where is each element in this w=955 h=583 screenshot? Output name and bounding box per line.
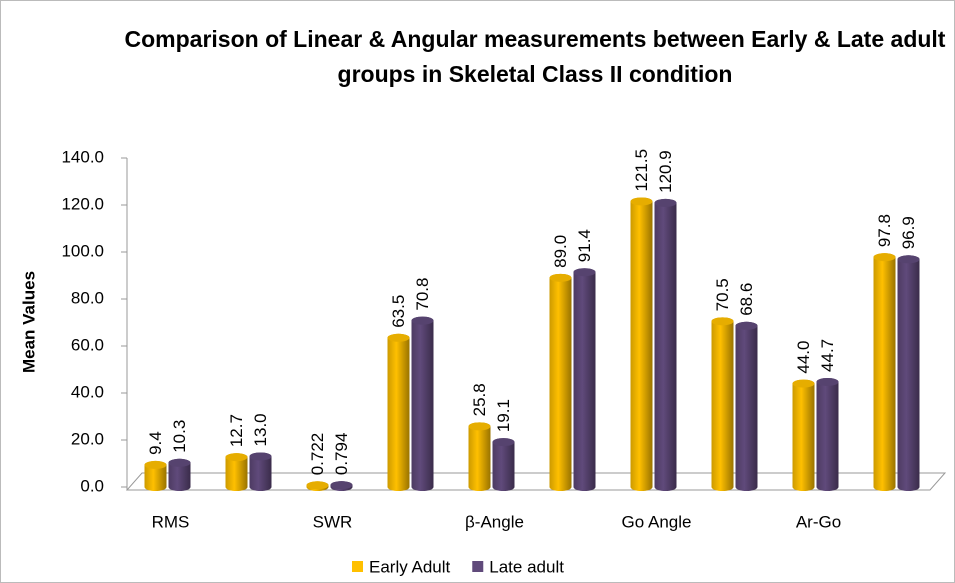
bar xyxy=(549,273,572,491)
value-label: 70.5 xyxy=(713,278,732,311)
value-label: 25.8 xyxy=(470,383,489,416)
bar-top xyxy=(306,481,329,490)
bar xyxy=(411,316,434,491)
bar xyxy=(468,422,491,491)
bar-top xyxy=(411,316,434,325)
bar-top xyxy=(168,458,191,467)
x-tick-label: RMS xyxy=(152,512,190,531)
bar-top xyxy=(816,377,839,386)
bar-top xyxy=(573,268,596,277)
bar xyxy=(249,452,272,491)
value-label: 120.9 xyxy=(656,150,675,193)
bar-top xyxy=(873,253,896,262)
value-label: 13.0 xyxy=(251,413,270,446)
value-label: 9.4 xyxy=(146,431,165,455)
value-label: 68.6 xyxy=(737,283,756,316)
y-tick-label: 40.0 xyxy=(71,382,104,401)
value-label: 96.9 xyxy=(899,216,918,249)
bar-top xyxy=(225,453,248,462)
bar-top xyxy=(735,321,758,330)
legend-swatch xyxy=(352,561,363,572)
x-tick-label: Go Angle xyxy=(622,512,692,531)
value-label: 70.8 xyxy=(413,278,432,311)
bar-top xyxy=(492,438,515,447)
y-axis-label: Mean Values xyxy=(19,271,38,373)
bar xyxy=(492,438,515,491)
bar xyxy=(630,197,653,491)
y-tick-label: 80.0 xyxy=(71,288,104,307)
bar xyxy=(387,333,410,491)
bar-top xyxy=(630,197,653,206)
bar xyxy=(225,453,248,491)
bar xyxy=(144,460,167,491)
value-label: 63.5 xyxy=(389,295,408,328)
value-label: 91.4 xyxy=(575,229,594,262)
legend-swatch xyxy=(472,561,484,572)
y-tick-label: 0.0 xyxy=(80,476,104,495)
value-label: 97.8 xyxy=(875,214,894,247)
legend-label: Early Adult xyxy=(369,557,451,576)
bar-top xyxy=(549,273,572,282)
value-label: 44.0 xyxy=(794,341,813,374)
y-tick-label: 60.0 xyxy=(71,335,104,354)
bar xyxy=(873,253,896,491)
bar xyxy=(816,377,839,491)
value-label: 0.794 xyxy=(332,433,351,476)
y-tick-label: 20.0 xyxy=(71,429,104,448)
bar-top xyxy=(711,317,734,326)
value-label: 12.7 xyxy=(227,414,246,447)
legend-label: Late adult xyxy=(489,557,564,576)
bar-top xyxy=(654,198,677,207)
bar-top xyxy=(249,452,272,461)
y-tick-label: 140.0 xyxy=(61,147,104,166)
x-tick-label: β-Angle xyxy=(465,512,524,531)
value-label: 0.722 xyxy=(308,433,327,476)
y-tick-label: 120.0 xyxy=(61,194,104,213)
value-label: 44.7 xyxy=(818,339,837,372)
bar xyxy=(168,458,191,491)
x-tick-label: Ar-Go xyxy=(796,512,841,531)
bar xyxy=(792,379,815,491)
value-label: 121.5 xyxy=(632,149,651,192)
bar-top xyxy=(897,255,920,264)
bar xyxy=(654,198,677,491)
bar-top xyxy=(330,481,353,490)
bar xyxy=(735,321,758,491)
bar-top xyxy=(144,460,167,469)
bar-top xyxy=(468,422,491,431)
y-tick-label: 100.0 xyxy=(61,241,104,260)
value-label: 10.3 xyxy=(170,420,189,453)
bar xyxy=(711,317,734,491)
value-label: 19.1 xyxy=(494,399,513,432)
bar xyxy=(897,255,920,491)
bar xyxy=(573,268,596,491)
bar-top xyxy=(387,333,410,342)
chart-title: Comparison of Linear & Angular measureme… xyxy=(124,26,946,87)
bar-top xyxy=(792,379,815,388)
x-tick-label: SWR xyxy=(313,512,353,531)
value-label: 89.0 xyxy=(551,235,570,268)
